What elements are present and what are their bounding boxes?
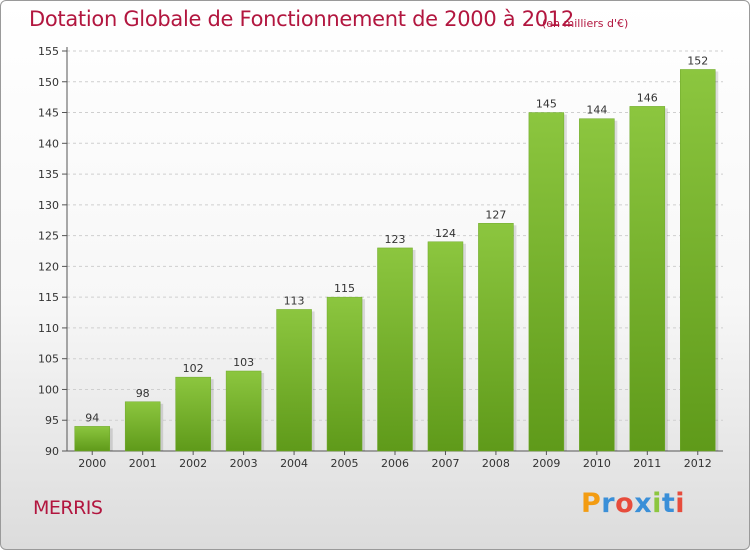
x-tick-label: 2004 bbox=[280, 457, 308, 470]
bar-2011 bbox=[629, 106, 666, 452]
x-tick-label: 2002 bbox=[179, 457, 207, 470]
logo-letter: i bbox=[652, 488, 662, 519]
y-tick-label: 100 bbox=[38, 383, 59, 396]
logo-letter: P bbox=[581, 488, 602, 519]
value-label: 145 bbox=[536, 98, 557, 111]
x-tick-label: 2001 bbox=[129, 457, 157, 470]
value-label: 144 bbox=[586, 104, 607, 117]
y-tick-label: 125 bbox=[38, 230, 59, 243]
y-tick-label: 95 bbox=[45, 414, 59, 427]
y-tick-label: 120 bbox=[38, 260, 59, 273]
logo-letter: o bbox=[615, 488, 635, 519]
bar-2003 bbox=[225, 370, 262, 452]
value-label: 98 bbox=[136, 387, 150, 400]
x-tick-label: 2012 bbox=[684, 457, 712, 470]
y-tick-label: 155 bbox=[38, 45, 59, 58]
logo-letter: x bbox=[634, 488, 653, 519]
bar-2006 bbox=[377, 247, 413, 452]
x-tick-label: 2005 bbox=[331, 457, 359, 470]
value-label: 152 bbox=[687, 54, 708, 67]
value-label: 127 bbox=[485, 208, 506, 221]
value-label: 94 bbox=[85, 411, 99, 424]
logo-letter: t bbox=[661, 488, 676, 519]
y-tick-label: 105 bbox=[38, 353, 59, 366]
chart-title: Dotation Globale de Fonctionnement de 20… bbox=[29, 7, 574, 31]
bar-2007 bbox=[427, 241, 464, 452]
value-label: 102 bbox=[183, 362, 204, 375]
value-label: 103 bbox=[233, 356, 254, 369]
bar-2002 bbox=[175, 376, 211, 452]
commune-name: MERRIS bbox=[33, 497, 103, 519]
logo-letter: r bbox=[601, 488, 616, 519]
value-label: 115 bbox=[334, 282, 355, 295]
y-tick-label: 130 bbox=[38, 199, 59, 212]
bar-2005 bbox=[326, 296, 363, 452]
y-tick-label: 110 bbox=[38, 322, 59, 335]
bar-2008 bbox=[478, 223, 514, 452]
y-tick-label: 135 bbox=[38, 168, 59, 181]
value-label: 123 bbox=[385, 233, 406, 246]
proxiti-logo: Proxiti bbox=[581, 488, 685, 519]
x-tick-label: 2010 bbox=[583, 457, 611, 470]
bar-2009 bbox=[528, 112, 565, 452]
chart-subtitle: (en milliers d'€) bbox=[542, 17, 629, 30]
y-tick-label: 140 bbox=[38, 137, 59, 150]
x-tick-label: 2006 bbox=[381, 457, 409, 470]
x-tick-label: 2007 bbox=[431, 457, 459, 470]
logo-letter: i bbox=[675, 488, 686, 519]
x-tick-label: 2000 bbox=[78, 457, 106, 470]
value-label: 124 bbox=[435, 227, 456, 240]
bar-2000 bbox=[74, 426, 110, 452]
bar-2001 bbox=[124, 401, 161, 452]
x-tick-label: 2011 bbox=[633, 457, 661, 470]
x-tick-label: 2003 bbox=[230, 457, 258, 470]
bar-2004 bbox=[276, 309, 312, 452]
value-label: 146 bbox=[637, 91, 658, 104]
y-tick-label: 90 bbox=[45, 445, 59, 458]
x-tick-label: 2009 bbox=[532, 457, 560, 470]
y-tick-label: 145 bbox=[38, 107, 59, 120]
bar-2010 bbox=[579, 118, 615, 452]
value-label: 113 bbox=[284, 294, 305, 307]
y-tick-label: 150 bbox=[38, 76, 59, 89]
x-tick-label: 2008 bbox=[482, 457, 510, 470]
bar-2012 bbox=[680, 69, 716, 452]
y-tick-label: 115 bbox=[38, 291, 59, 304]
